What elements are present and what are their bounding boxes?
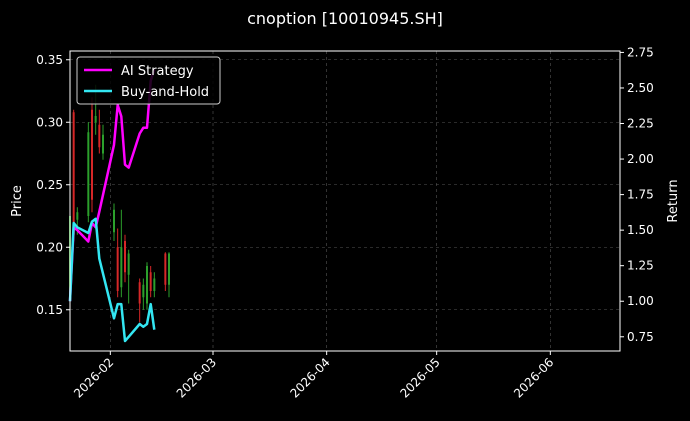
y-tick-label: 0.25 xyxy=(36,178,63,192)
candle-body xyxy=(153,278,156,291)
candle-body xyxy=(98,124,101,148)
legend-label-ai-strategy: AI Strategy xyxy=(121,64,194,79)
candle-body xyxy=(102,134,104,154)
candle-body xyxy=(113,209,115,233)
candle-body xyxy=(91,109,93,200)
legend-label-buy-and-hold: Buy-and-Hold xyxy=(121,85,209,100)
y2-tick-label: 0.75 xyxy=(627,330,654,344)
candle-body xyxy=(72,112,75,235)
y2-tick-label: 1.50 xyxy=(627,223,654,237)
candle-body xyxy=(124,241,126,273)
candle-body xyxy=(87,132,90,216)
series-line-1 xyxy=(68,217,156,343)
candle-body xyxy=(76,212,79,220)
y2-tick-label: 1.25 xyxy=(627,259,654,273)
candle-body xyxy=(127,253,130,275)
y-tick-label: 0.20 xyxy=(36,240,63,254)
candle-body xyxy=(164,253,167,285)
plot-area xyxy=(68,50,621,352)
y-axis-label: Price xyxy=(10,185,25,217)
y-axis-right: 0.75 1.00 1.25 1.50 1.75 2.00 2.25 2.50 2.75 xyxy=(620,45,654,344)
y2-tick-label: 2.00 xyxy=(627,152,654,166)
plot-frame xyxy=(69,50,621,352)
candle-body xyxy=(94,116,97,123)
return-lines xyxy=(68,69,156,343)
candle-body xyxy=(146,266,148,304)
y-tick-label: 0.30 xyxy=(36,115,63,129)
candle-body xyxy=(116,247,119,291)
legend-box xyxy=(76,56,221,105)
candle-body xyxy=(120,247,123,288)
series-line-0 xyxy=(68,69,156,302)
y2-axis-label: Return xyxy=(666,179,681,222)
y-tick-label: 0.15 xyxy=(36,303,63,317)
candle-body xyxy=(168,253,170,285)
y2-tick-label: 2.75 xyxy=(627,45,654,59)
candle-body xyxy=(138,282,141,304)
y2-tick-label: 1.00 xyxy=(627,294,654,308)
y2-tick-label: 1.75 xyxy=(627,188,654,202)
candle-body xyxy=(142,284,145,298)
chart-title: cnoption [10010945.SH] xyxy=(247,9,443,28)
y2-tick-label: 2.25 xyxy=(627,117,654,131)
y-tick-label: 0.35 xyxy=(36,53,63,67)
y2-tick-label: 2.50 xyxy=(627,81,654,95)
y-axis-left: 0.15 0.20 0.25 0.30 0.35 xyxy=(36,53,70,317)
candle-body xyxy=(149,272,152,291)
legend: AI Strategy Buy-and-Hold xyxy=(76,56,221,105)
